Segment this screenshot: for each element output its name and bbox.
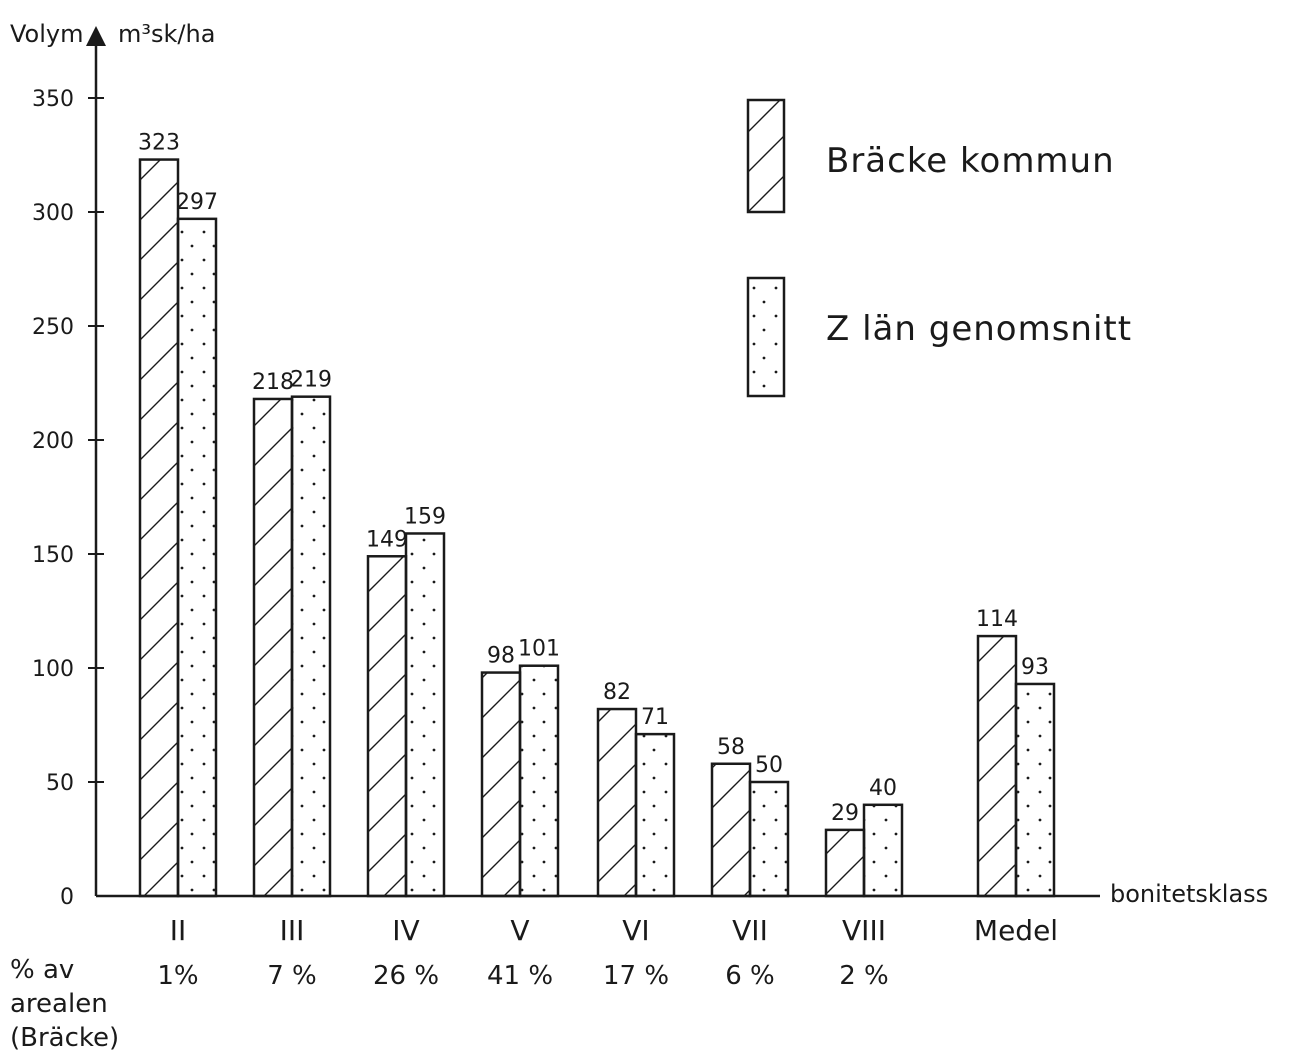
y-tick-label: 0: [60, 885, 74, 910]
area-share-value: 41 %: [487, 961, 553, 991]
y-tick-label: 150: [32, 543, 74, 568]
bar-z-lan-viii: [862, 803, 904, 898]
legend-label-series-2: Z län genomsnitt: [826, 309, 1132, 349]
bar-z-lan-vii: [748, 780, 790, 898]
bar-value-label: 82: [603, 680, 631, 705]
area-share-value: 1%: [157, 961, 198, 991]
area-share-value: 17 %: [603, 961, 669, 991]
bar-value-label: 159: [404, 504, 446, 529]
x-category-label: III: [280, 914, 305, 947]
y-tick-label: 350: [32, 87, 74, 112]
bar-bracke-medel: [976, 634, 1018, 898]
area-share-value: 6 %: [725, 961, 775, 991]
bar-bracke-ii: [138, 158, 180, 898]
area-share-label-line-2: arealen: [10, 989, 108, 1019]
bar-value-label: 114: [976, 607, 1018, 632]
bar-value-label: 101: [518, 637, 560, 662]
bar-bracke-viii: [824, 828, 866, 898]
bar-value-label: 29: [831, 801, 859, 826]
bar-value-label: 149: [366, 527, 408, 552]
y-tick-label: 50: [46, 771, 74, 796]
x-category-label: VII: [732, 914, 768, 947]
x-category-label: VIII: [842, 914, 886, 947]
legend: Bräcke kommun Z län genomsnitt: [746, 98, 1132, 398]
bar-bracke-vi: [596, 707, 638, 898]
x-category-label: VI: [622, 914, 649, 947]
x-category-label: Medel: [974, 914, 1058, 947]
area-share-value: 2 %: [839, 961, 889, 991]
area-share-label-line-3: (Bräcke): [10, 1023, 119, 1053]
bar-z-lan-ii: [176, 217, 218, 898]
bar-bracke-vii: [710, 762, 752, 898]
x-axis-title: bonitetsklass: [1110, 880, 1268, 908]
y-tick-label: 300: [32, 201, 74, 226]
bar-bracke-v: [480, 671, 522, 898]
bar-value-label: 93: [1021, 655, 1049, 680]
bar-z-lan-iv: [404, 532, 446, 898]
bar-z-lan-vi: [634, 732, 676, 898]
area-share-value: 26 %: [373, 961, 439, 991]
bar-value-label: 323: [138, 131, 180, 156]
bar-value-label: 218: [252, 370, 294, 395]
legend-label-series-1: Bräcke kommun: [826, 141, 1115, 181]
bar-value-label: 219: [290, 368, 332, 393]
bar-bracke-iv: [366, 555, 408, 898]
legend-swatch-dots: [746, 276, 786, 398]
y-axis-unit: m³sk/ha: [118, 20, 215, 48]
bar-z-lan-v: [518, 664, 560, 898]
bar-value-label: 40: [869, 776, 897, 801]
y-tick-label: 200: [32, 429, 74, 454]
legend-swatch-hatch: [746, 98, 786, 214]
y-axis-title: Volym: [10, 20, 84, 48]
y-tick-label: 250: [32, 315, 74, 340]
bar-value-label: 297: [176, 190, 218, 215]
y-axis-arrow-icon: [86, 26, 106, 46]
bar-value-label: 98: [487, 644, 515, 669]
area-share-value: 7 %: [267, 961, 317, 991]
bar-value-label: 50: [755, 753, 783, 778]
y-tick-label: 100: [32, 657, 74, 682]
area-share-label-line-1: % av: [10, 955, 74, 985]
bar-z-lan-iii: [290, 395, 332, 898]
bar-z-lan-medel: [1014, 682, 1056, 898]
x-category-label: IV: [392, 914, 419, 947]
bar-bracke-iii: [252, 397, 294, 898]
bar-value-label: 71: [641, 705, 669, 730]
x-category-label: II: [170, 914, 187, 947]
bar-value-label: 58: [717, 735, 745, 760]
x-category-label: V: [510, 914, 529, 947]
